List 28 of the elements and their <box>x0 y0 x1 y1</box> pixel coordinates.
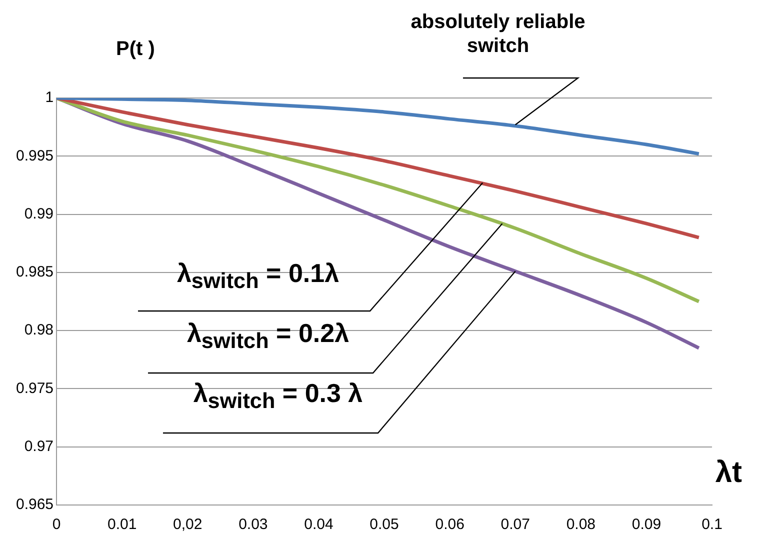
line-series <box>56 98 701 240</box>
x-tick-label: 0.03 <box>238 516 268 534</box>
annotation: λ$_{switch}$ = 0.3 λ <box>192 378 364 414</box>
line-series <box>56 98 701 156</box>
annotation: absolutely reliable switch <box>410 10 586 58</box>
y-axis-title: P(t ) <box>116 38 155 61</box>
x-tick-label: 0.06 <box>435 516 464 534</box>
x-tick-label: 0.07 <box>500 516 530 534</box>
y-tick-label: 0.975 <box>16 380 54 397</box>
x-axis-title: λt <box>715 456 742 490</box>
y-tick-label: 0.97 <box>24 438 54 455</box>
x-tick-label: 0,02 <box>173 516 202 534</box>
annotation: λ$_{switch}$ = 0.1λ <box>176 258 340 294</box>
annotation: λ$_{switch}$ = 0.2λ <box>186 318 350 354</box>
y-tick-label: 0.985 <box>16 264 54 281</box>
x-tick-label: 0.1 <box>702 516 722 534</box>
x-tick-label: 0 <box>52 516 61 534</box>
x-tick-label: 0.04 <box>304 516 334 534</box>
x-tick-label: 0.05 <box>370 516 399 534</box>
y-tick-label: 1 <box>45 89 54 106</box>
y-tick-label: 0.98 <box>24 322 54 339</box>
x-tick-label: 0.09 <box>632 516 662 534</box>
y-tick-label: 0.99 <box>24 205 54 222</box>
y-tick-label: 0.995 <box>16 147 54 164</box>
y-tick-label: 0.965 <box>16 496 54 514</box>
x-tick-label: 0.08 <box>566 516 596 534</box>
line-series <box>56 98 701 304</box>
x-tick-label: 0.01 <box>107 516 137 534</box>
